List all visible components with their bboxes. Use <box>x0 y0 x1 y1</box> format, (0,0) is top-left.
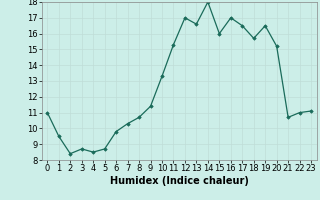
X-axis label: Humidex (Indice chaleur): Humidex (Indice chaleur) <box>110 176 249 186</box>
